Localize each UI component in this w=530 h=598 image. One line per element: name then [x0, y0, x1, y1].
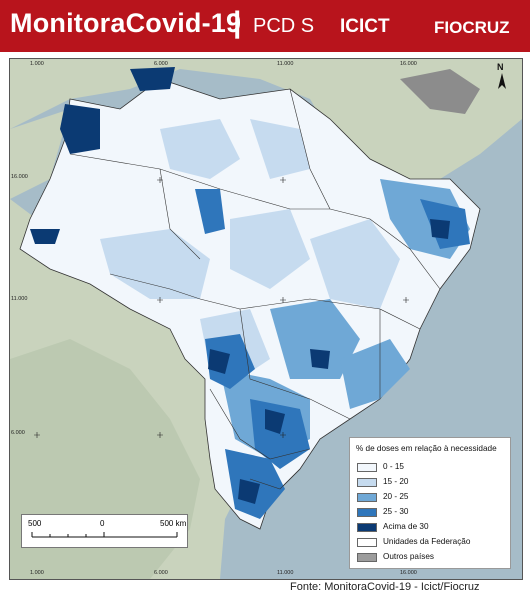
legend-swatch	[357, 463, 377, 472]
legend-swatch	[357, 493, 377, 502]
scale-left-label: 500	[28, 519, 42, 528]
region-15-20	[230, 209, 310, 289]
fiocruz-logo: FIOCRUZ	[434, 18, 510, 37]
scale-bar: 500 0 500 km	[21, 514, 188, 548]
scale-mid-label: 0	[100, 519, 105, 528]
pcdas-logo: PCD S	[253, 15, 315, 37]
region-above-30	[208, 349, 230, 374]
legend-label: 25 - 30	[383, 507, 409, 516]
legend-label: Acima de 30	[383, 522, 429, 531]
legend-label: Outros países	[383, 552, 434, 561]
coord-bottom-1: 1.000	[30, 570, 44, 576]
colombia-land	[10, 109, 70, 199]
region-15-20	[250, 119, 310, 179]
legend-label: 0 - 15	[383, 462, 404, 471]
region-above-30	[130, 67, 175, 91]
unidades-da-federacao-borders	[69, 88, 441, 490]
map-legend: % de doses em relação à necessidade 0 - …	[349, 437, 511, 569]
coord-bottom-2: 6.000	[154, 570, 168, 576]
region-15-20	[100, 229, 210, 299]
region-25-30	[205, 334, 255, 389]
region-20-25	[270, 299, 360, 379]
legend-label: 15 - 20	[383, 477, 409, 486]
legend-swatch	[357, 553, 377, 562]
north-arrow-icon	[498, 73, 506, 89]
coord-top-1: 1.000	[30, 61, 44, 67]
source-caption: Fonte: MonitoraCovid-19 - Icict/Fiocruz	[290, 581, 480, 593]
coord-left-1: 16.000	[11, 174, 28, 180]
legend-label: 20 - 25	[383, 492, 409, 501]
region-15-20	[160, 119, 240, 179]
outros-paises-area	[400, 69, 480, 114]
graticule	[34, 177, 409, 438]
coord-left-3: 6.000	[11, 430, 25, 436]
legend-swatch	[357, 508, 377, 517]
legend-swatch	[357, 523, 377, 532]
coord-left-2: 11.000	[11, 296, 28, 302]
region-15-20	[310, 219, 400, 309]
scale-ruler	[31, 532, 178, 538]
legend-title: % de doses em relação à necessidade	[356, 444, 497, 453]
region-above-30	[310, 349, 330, 369]
region-25-30	[195, 189, 225, 234]
coord-top-2: 6.000	[154, 61, 168, 67]
coord-top-3: 11.000	[277, 61, 294, 67]
region-above-30	[430, 219, 450, 239]
region-above-30	[30, 229, 60, 244]
brand-title: MonitoraCovid-19	[10, 8, 242, 38]
coord-bottom-4: 16.000	[400, 570, 417, 576]
coord-bottom-3: 11.000	[277, 570, 294, 576]
scale-right-label: 500 km	[160, 519, 187, 528]
region-above-30	[60, 104, 100, 154]
region-above-30	[265, 409, 285, 434]
region-above-30	[238, 479, 260, 504]
brand-separator: |	[233, 6, 242, 39]
header-banner: MonitoraCovid-19 | PCD S ICICT FIOCRUZ	[0, 0, 530, 52]
coord-top-4: 16.000	[400, 61, 417, 67]
legend-label: Unidades da Federação	[383, 537, 471, 546]
northern-land	[10, 59, 522, 189]
icict-logo: ICICT	[340, 16, 390, 37]
region-20-25	[340, 339, 410, 409]
north-label: N	[497, 62, 504, 72]
legend-swatch	[357, 538, 377, 547]
legend-swatch	[357, 478, 377, 487]
